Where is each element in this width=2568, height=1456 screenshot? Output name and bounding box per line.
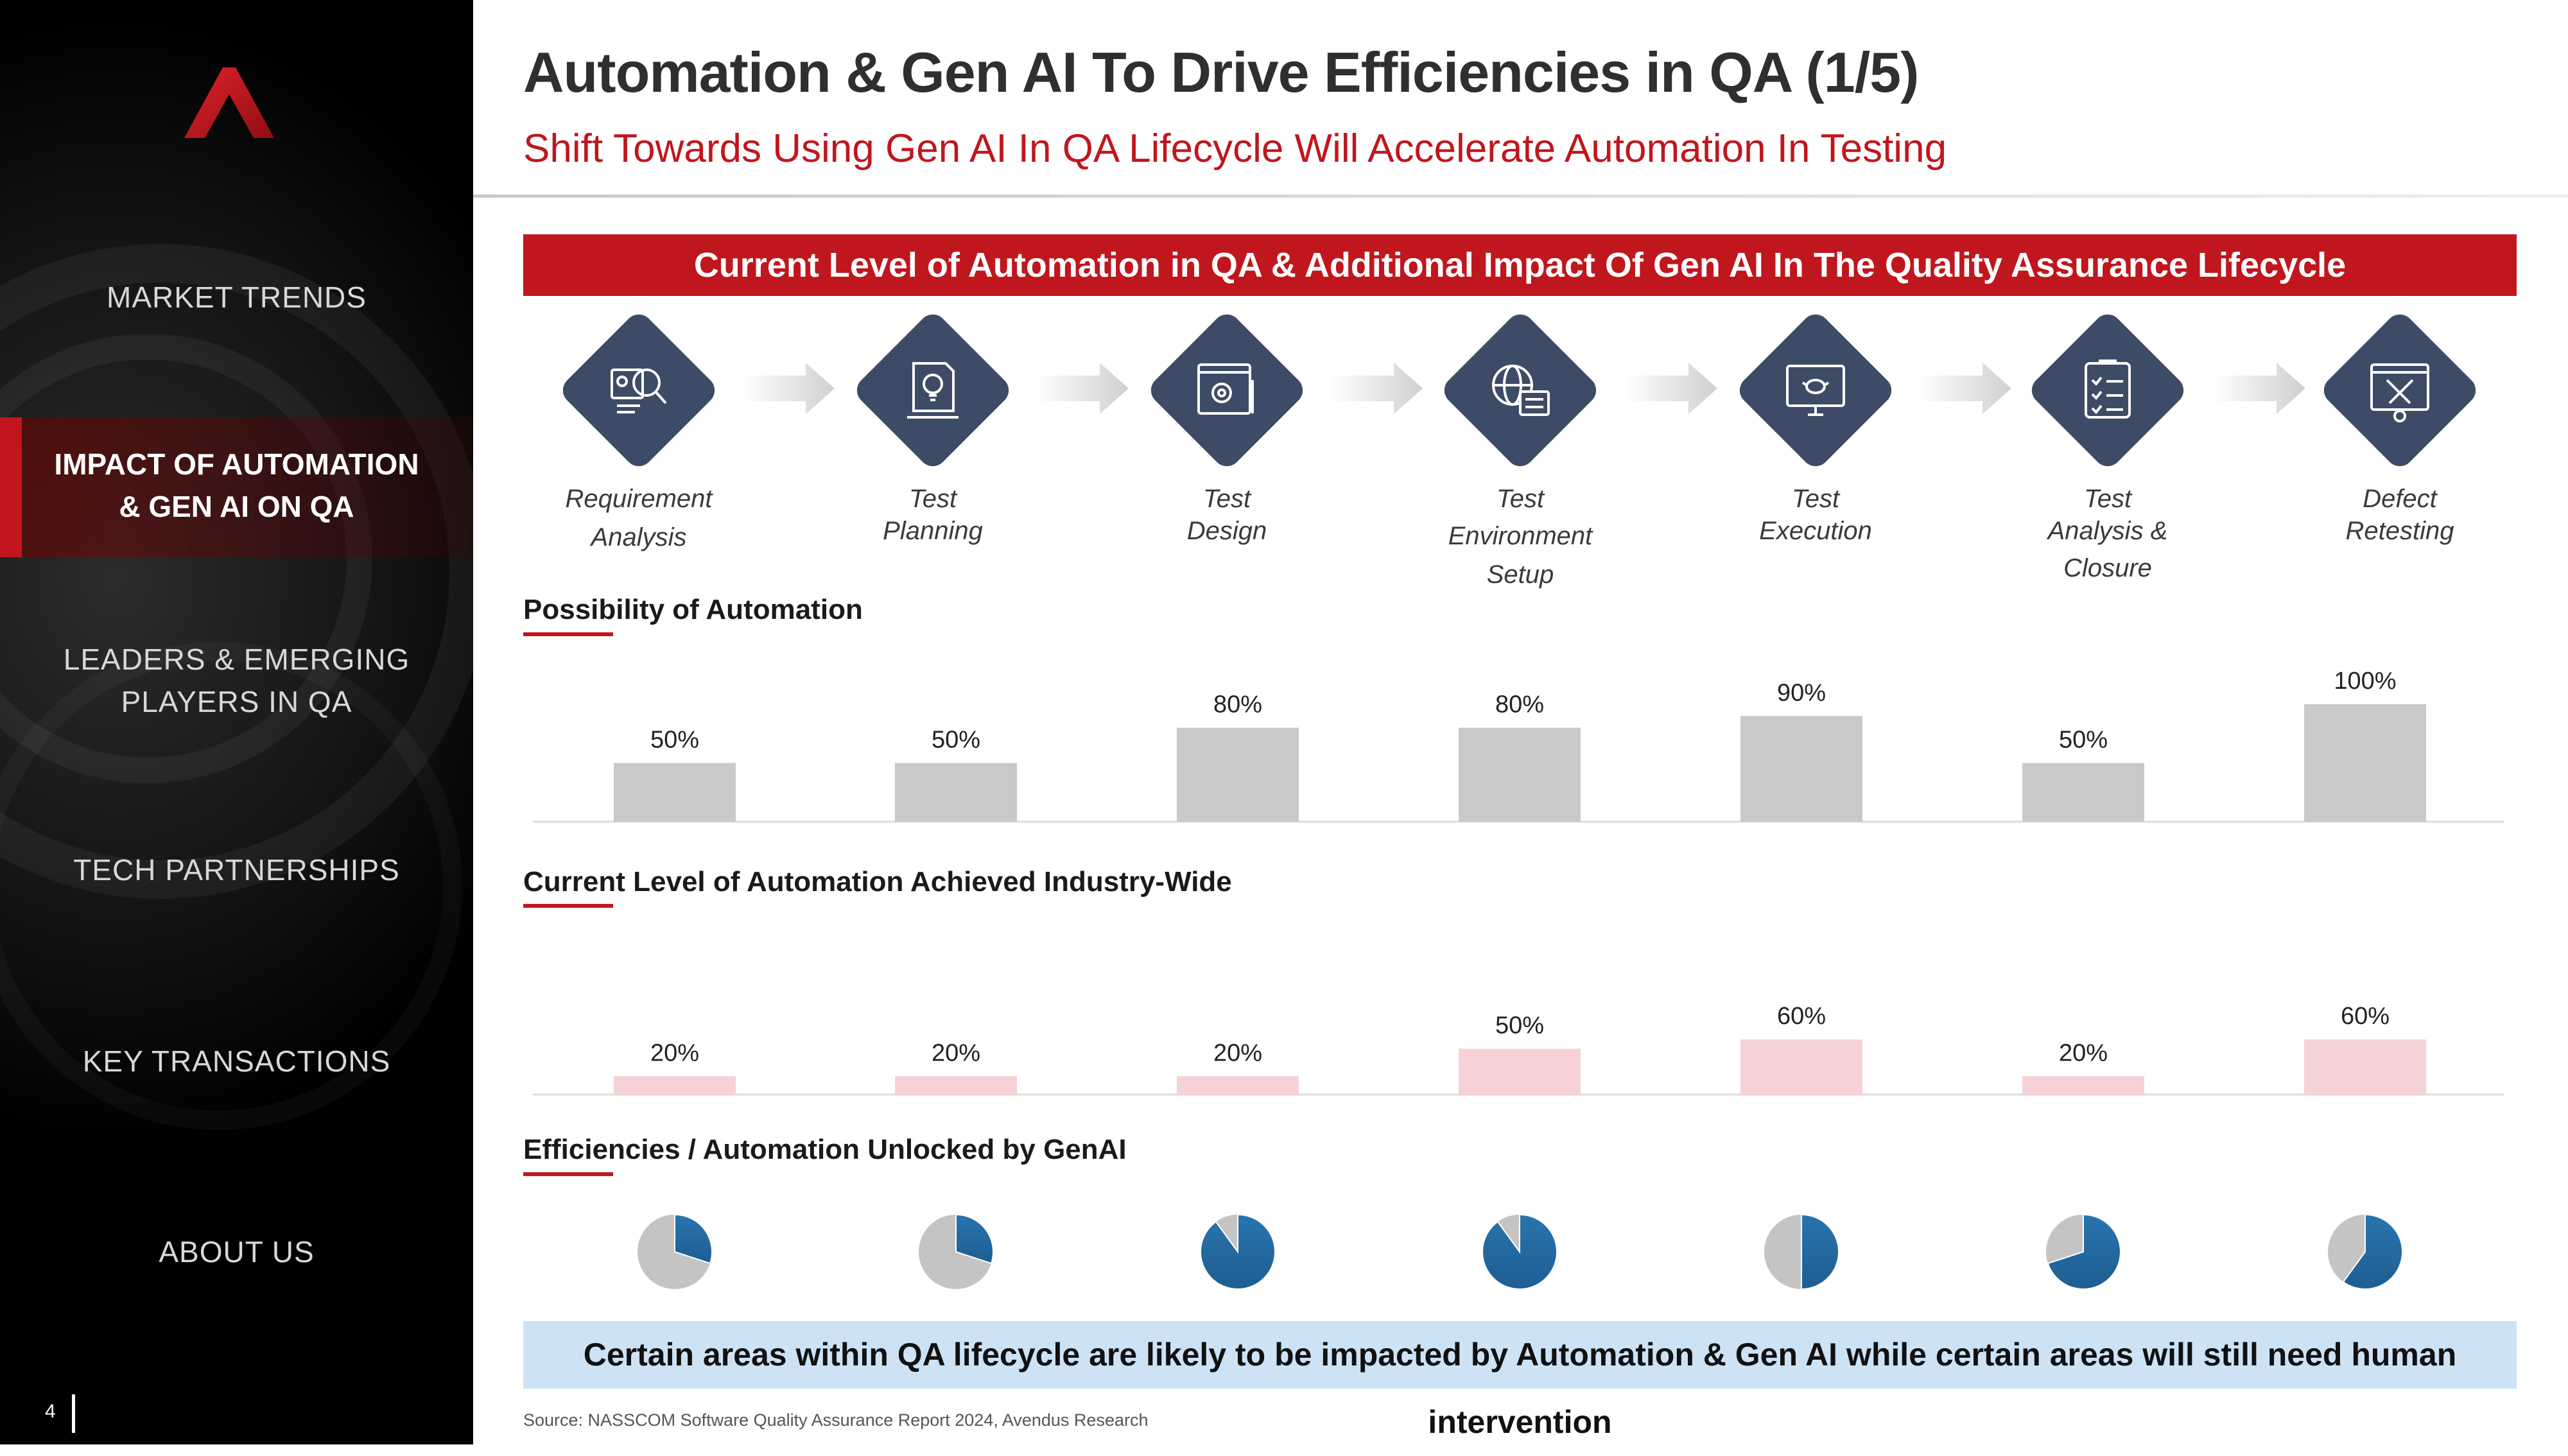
nav-item-tech-partnerships[interactable]: TECH PARTNERSHIPS [0, 849, 473, 891]
pie-slice [2047, 1213, 2121, 1290]
stage-requirement-analysis: Requirement Analysis [542, 308, 735, 556]
pie-slice [1801, 1213, 1839, 1290]
arrow-right-icon [1036, 363, 1129, 414]
bar-value-label: 20% [932, 1039, 980, 1066]
chart-current-automation-level: 20% 20% 20% 50% 60% 20% 60% [533, 1003, 2504, 1096]
nav-item-label: IMPACT OF AUTOMATION [54, 447, 419, 481]
stage-test-planning: Test Planning [837, 308, 1029, 550]
nav-item-about-us[interactable]: ABOUT US [0, 1231, 473, 1273]
nav-item-impact-of-automation[interactable]: IMPACT OF AUTOMATION & GEN AI ON QA [0, 417, 473, 557]
bar-value-label: 20% [650, 1039, 699, 1066]
section-underline [523, 904, 613, 908]
bar [1740, 716, 1862, 822]
page-title: Automation & Gen AI To Drive Efficiencie… [523, 40, 1919, 104]
checklist-clipboard-icon [2085, 360, 2131, 419]
bar [1740, 1039, 1862, 1095]
nav-item-label: & GEN AI ON QA [119, 490, 354, 523]
pie-slice [1200, 1213, 1276, 1290]
stage-defect-retesting: Defect Retesting [2303, 308, 2496, 550]
bar-value-label: 80% [1495, 691, 1544, 718]
nav-item-label: KEY TRANSACTIONS [82, 1044, 391, 1078]
stage-label: Test Execution [1759, 485, 1872, 545]
globe-binary-icon [1492, 365, 1550, 416]
bar [895, 1076, 1017, 1095]
page-subtitle: Shift Towards Using Gen AI In QA Lifecyc… [523, 126, 1947, 171]
callout-box: Certain areas within QA lifecycle are li… [523, 1321, 2517, 1440]
nav-item-leaders-emerging[interactable]: LEADERS & EMERGING PLAYERS IN QA [0, 638, 473, 723]
bar-value-label: 50% [1495, 1012, 1544, 1039]
bar [614, 1076, 736, 1095]
nav-item-label: LEADERS & EMERGING [63, 643, 410, 676]
bar-value-label: 100% [2334, 668, 2396, 695]
nav-item-label: PLAYERS IN QA [121, 685, 352, 718]
bar [2304, 1039, 2426, 1095]
section-underline [523, 632, 613, 636]
section-title-possibility: Possibility of Automation [523, 594, 863, 625]
magnifier-document-icon [611, 368, 667, 413]
brand-logo-icon [184, 67, 274, 138]
stage-label: Test Design [1186, 485, 1267, 545]
section-underline [523, 1172, 613, 1176]
arrow-right-icon [742, 363, 835, 414]
bar-value-label: 80% [1213, 691, 1262, 718]
bar [2022, 763, 2144, 822]
nav-item-market-trends[interactable]: MARKET TRENDS [0, 276, 473, 318]
stage-label: Requirement Analysis [565, 485, 713, 551]
nav-item-label: TECH PARTNERSHIPS [73, 853, 400, 887]
lightbulb-document-icon [907, 362, 959, 419]
arrow-right-icon [2212, 363, 2305, 414]
section-banner: Current Level of Automation in QA & Addi… [523, 234, 2517, 296]
nav-item-label: MARKET TRENDS [107, 281, 367, 314]
bar [1459, 1048, 1581, 1095]
nav-item-key-transactions[interactable]: KEY TRANSACTIONS [0, 1040, 473, 1082]
stage-test-execution: Test Execution [1719, 308, 1912, 550]
page-number: 4 [45, 1401, 56, 1422]
gear-pencil-window-icon [1197, 363, 1254, 415]
bar-value-label: 60% [2341, 1003, 2390, 1030]
arrow-right-icon [1330, 363, 1423, 414]
bar-value-label: 20% [2059, 1039, 2108, 1066]
bar [2022, 1076, 2144, 1095]
chart-possibility-of-automation: 50% 50% 80% 80% 90% 50% 100% [533, 668, 2504, 823]
stage-label: Test Planning [883, 485, 983, 545]
pie-slice [674, 1213, 713, 1265]
stage-test-analysis-closure: Test Analysis & Closure [2011, 308, 2204, 587]
stage-label: Defect Retesting [2345, 485, 2454, 545]
pie-slice [1482, 1213, 1557, 1290]
bar [895, 763, 1017, 822]
bar-value-label: 50% [2059, 727, 2108, 754]
bar-value-label: 50% [932, 727, 980, 754]
bar [2304, 704, 2426, 822]
stage-label: Test Analysis & Closure [2047, 485, 2168, 582]
bar [1177, 727, 1299, 822]
nav-item-label: ABOUT US [159, 1235, 315, 1269]
stage-label: Test Environment Setup [1448, 485, 1593, 589]
bar-value-label: 60% [1777, 1003, 1826, 1030]
stage-test-design: Test Design [1131, 308, 1323, 550]
bar [1459, 727, 1581, 822]
tools-window-icon [2370, 363, 2429, 422]
page-divider [72, 1394, 75, 1433]
bar [614, 763, 736, 822]
bar [1177, 1076, 1299, 1095]
bar-value-label: 90% [1777, 679, 1826, 706]
pie-slice [2342, 1213, 2403, 1290]
stage-test-environment-setup: Test Environment Setup [1424, 308, 1617, 593]
chart-genai-efficiencies [638, 1213, 2403, 1290]
section-title-current-level: Current Level of Automation Achieved Ind… [523, 866, 1232, 897]
active-indicator [0, 417, 22, 557]
bar-value-label: 20% [1213, 1039, 1262, 1066]
title-divider [473, 195, 2568, 198]
pie-slice [955, 1213, 994, 1265]
arrow-right-icon [1918, 363, 2011, 414]
arrow-right-icon [1624, 363, 1717, 414]
source-note: Source: NASSCOM Software Quality Assuran… [523, 1410, 1149, 1430]
sidebar: MARKET TRENDS IMPACT OF AUTOMATION & GEN… [0, 0, 473, 1444]
bar-value-label: 50% [650, 727, 699, 754]
section-title-efficiencies: Efficiencies / Automation Unlocked by Ge… [523, 1134, 1127, 1165]
monitor-bug-icon [1786, 365, 1845, 416]
